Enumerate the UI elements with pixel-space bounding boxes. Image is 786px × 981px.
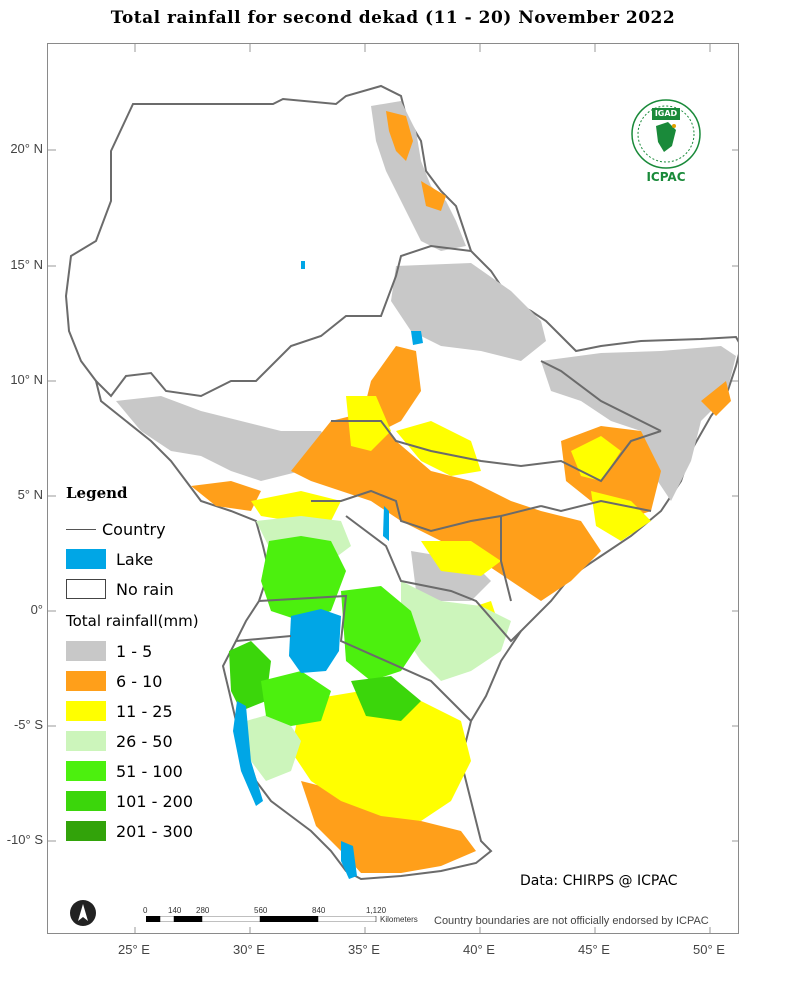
legend-class-label: 1 - 5: [116, 641, 153, 661]
lon-label: 40° E: [463, 942, 495, 957]
scale-bar: 0 140 280 560 840 1,120 Kilometers: [140, 906, 440, 926]
lat-label: 20° N: [10, 141, 43, 156]
legend-swatch: [66, 761, 106, 781]
lat-label: 0°: [30, 602, 43, 617]
scale-tick: 840: [312, 906, 326, 915]
legend-country: Country: [66, 514, 266, 544]
legend-swatch: [66, 791, 106, 811]
lon-label: 25° E: [118, 942, 150, 957]
legend-classes: 1 - 5 6 - 10 11 - 25 26 - 50 51 - 100 101 - 2…: [66, 636, 266, 846]
scale-bar-graphic: [146, 916, 377, 922]
lakes: [233, 261, 423, 879]
legend-class-label: 26 - 50: [116, 731, 173, 751]
legend-lake: Lake: [66, 544, 266, 574]
legend-subtitle: Total rainfall(mm): [66, 612, 199, 630]
legend-class: 11 - 25: [66, 696, 266, 726]
legend-class-label: 101 - 200: [116, 791, 194, 811]
scale-tick: 560: [254, 906, 268, 915]
legend-swatch: [66, 731, 106, 751]
legend-class: 201 - 300: [66, 816, 266, 846]
legend-swatch: [66, 821, 106, 841]
lon-label: 50° E: [693, 942, 725, 957]
lat-label: 10° N: [10, 372, 43, 387]
legend: Legend Country Lake No rain Total rainfa…: [66, 484, 266, 846]
legend-class-label: 201 - 300: [116, 821, 194, 841]
scale-tick: 1,120: [366, 906, 387, 915]
lake-swatch: [66, 549, 106, 569]
legend-class: 1 - 5: [66, 636, 266, 666]
north-arrow-icon: [70, 900, 96, 926]
scale-tick: 0: [143, 906, 148, 915]
legend-title: Legend: [66, 484, 128, 502]
lat-label: -10° S: [6, 832, 43, 847]
logo-bottom-text: ICPAC: [646, 170, 686, 184]
map-frame: [47, 43, 739, 934]
legend-class: 101 - 200: [66, 786, 266, 816]
scale-tick: 140: [168, 906, 182, 915]
legend-no-rain: No rain: [66, 574, 266, 604]
map-title: Total rainfall for second dekad (11 - 20…: [110, 8, 676, 28]
country-borders: [95, 244, 662, 722]
logo-top-text: IGAD: [654, 109, 678, 118]
scale-unit: Kilometers: [380, 915, 418, 924]
legend-class-label: 51 - 100: [116, 761, 183, 781]
data-credit: Data: CHIRPS @ ICPAC: [520, 873, 678, 889]
country-line-swatch: [66, 528, 96, 530]
lon-label: 35° E: [348, 942, 380, 957]
legend-class: 26 - 50: [66, 726, 266, 756]
lon-label: 45° E: [578, 942, 610, 957]
legend-class-label: 11 - 25: [116, 701, 173, 721]
legend-no-rain-label: No rain: [116, 579, 174, 599]
legend-class-label: 6 - 10: [116, 671, 163, 691]
scale-tick: 280: [196, 906, 210, 915]
map-canvas: [48, 44, 738, 933]
lat-label: 5° N: [17, 487, 43, 502]
rainfall-bright-green: [229, 536, 421, 726]
icpac-logo: IGAD ICPAC: [628, 96, 704, 188]
legend-lake-label: Lake: [116, 549, 154, 569]
no-rain-swatch: [66, 579, 106, 599]
legend-class: 51 - 100: [66, 756, 266, 786]
lat-label: 15° N: [10, 257, 43, 272]
legend-swatch: [66, 701, 106, 721]
legend-swatch: [66, 671, 106, 691]
legend-country-label: Country: [102, 519, 166, 539]
rainfall-grey: [116, 101, 736, 811]
legend-class: 6 - 10: [66, 666, 266, 696]
lon-label: 30° E: [233, 942, 265, 957]
disclaimer: Country boundaries are not officially en…: [434, 915, 709, 927]
lat-label: -5° S: [13, 717, 43, 732]
legend-swatch: [66, 641, 106, 661]
